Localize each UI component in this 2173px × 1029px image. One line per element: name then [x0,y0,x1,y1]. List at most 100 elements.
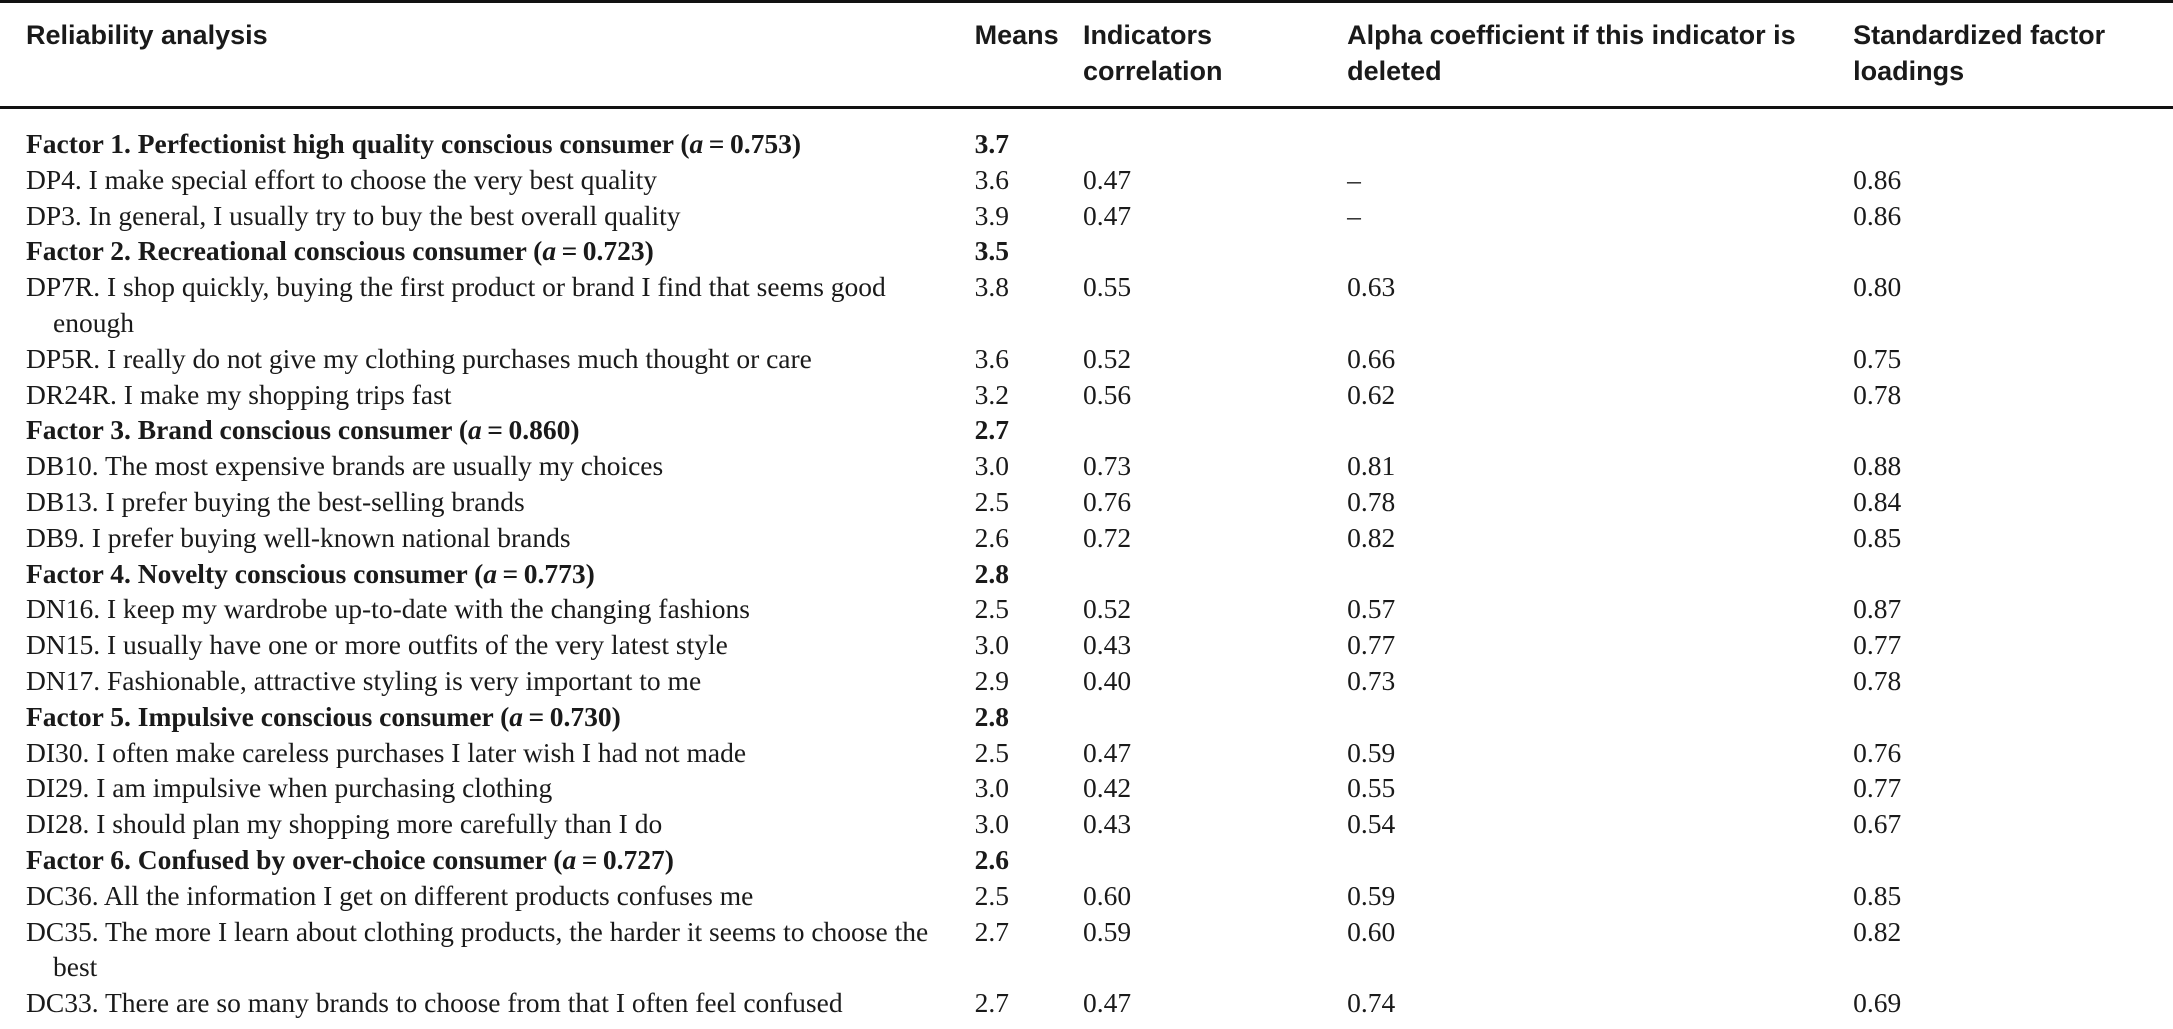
item-mean: 3.9 [974,199,1010,231]
item-label: DB10. The most expensive brands are usua… [0,448,975,484]
item-label: DP4. I make special effort to choose the… [0,162,975,198]
item-loading: 0.86 [1853,163,1902,195]
item-loading: 0.85 [1853,879,1902,911]
table-header-rule [0,106,2173,109]
item-correlation: 0.42 [1082,772,1132,804]
alpha-symbol: a [468,414,482,446]
item-text: DP7R. I shop quickly, buying the first p… [26,271,886,338]
factor-label: Factor 4. Novelty conscious consumer (a … [0,556,975,592]
empty-cell [1347,699,1853,735]
factor-alpha-value: = 0.723) [556,235,654,267]
empty-cell [1083,842,1347,878]
item-label: DI30. I often make careless purchases I … [0,735,975,771]
item-loading: 0.87 [1853,593,1902,625]
item-row: DC36. All the information I get on diffe… [0,878,2173,914]
item-text: DI29. I am impulsive when purchasing clo… [26,772,553,804]
item-loading: 0.85 [1853,521,1902,553]
item-alpha-if-deleted: 0.60 [1347,915,1396,947]
item-mean: 3.6 [974,342,1010,374]
header-means: Means [974,20,1059,50]
item-text: DN16. I keep my wardrobe up-to-date with… [26,593,750,625]
factor-row: Factor 6. Confused by over-choice consum… [0,842,2173,878]
item-alpha-if-deleted: 0.55 [1347,772,1396,804]
factor-mean: 2.7 [974,414,1010,446]
item-label: DN17. Fashionable, attractive styling is… [0,663,975,699]
item-row: DN15. I usually have one or more outfits… [0,627,2173,663]
item-loading: 0.77 [1853,629,1902,661]
item-mean: 2.7 [974,915,1010,947]
item-alpha-if-deleted: 0.66 [1347,342,1396,374]
item-label: DC36. All the information I get on diffe… [0,878,975,914]
item-mean: 2.9 [974,664,1010,696]
item-mean: 2.5 [974,485,1010,517]
item-label: DB13. I prefer buying the best-selling b… [0,484,975,520]
item-row: DP7R. I shop quickly, buying the first p… [0,269,2173,341]
item-label: DP3. In general, I usually try to buy th… [0,198,975,234]
item-alpha-if-deleted: – [1347,163,1361,195]
item-loading: 0.78 [1853,664,1902,696]
item-loading: 0.88 [1853,450,1902,482]
empty-cell [1347,412,1853,448]
item-text: DC36. All the information I get on diffe… [26,879,754,911]
empty-cell [1853,842,2173,878]
factor-label: Factor 1. Perfectionist high quality con… [0,106,975,162]
item-label: DC35. The more I learn about clothing pr… [0,914,975,986]
empty-cell [1347,106,1853,162]
item-row: DC33. There are so many brands to choose… [0,985,2173,1021]
factor-title: Factor 2. Recreational conscious consume… [26,235,543,267]
item-alpha-if-deleted: 0.54 [1347,808,1396,840]
item-row: DR24R. I make my shopping trips fast 3.2 0… [0,377,2173,413]
item-correlation: 0.55 [1082,271,1132,303]
factor-title: Factor 5. Impulsive conscious consumer ( [26,700,510,732]
factor-title: Factor 4. Novelty conscious consumer ( [26,557,484,589]
item-alpha-if-deleted: 0.77 [1347,629,1396,661]
item-label: DN15. I usually have one or more outfits… [0,627,975,663]
table-header: Reliability analysis Means Indicators co… [0,0,2173,106]
item-correlation: 0.72 [1082,521,1132,553]
item-mean: 2.5 [974,593,1010,625]
item-text: DP3. In general, I usually try to buy th… [26,199,681,231]
factor-mean: 2.8 [974,700,1010,732]
factor-mean: 3.5 [974,235,1010,267]
item-label: DB9. I prefer buying well-known national… [0,520,975,556]
empty-cell [1083,556,1347,592]
item-row: DN16. I keep my wardrobe up-to-date with… [0,591,2173,627]
empty-cell [1347,842,1853,878]
item-mean: 2.5 [974,879,1010,911]
item-text: DN17. Fashionable, attractive styling is… [26,664,702,696]
item-loading: 0.84 [1853,485,1902,517]
item-row: DP5R. I really do not give my clothing p… [0,341,2173,377]
item-mean: 3.6 [974,163,1010,195]
factor-mean: 3.7 [974,128,1010,159]
item-alpha-if-deleted: 0.59 [1347,879,1396,911]
factor-row: Factor 2. Recreational conscious consume… [0,233,2173,269]
empty-cell [1347,556,1853,592]
item-loading: 0.67 [1853,808,1902,840]
item-text: DP4. I make special effort to choose the… [26,163,658,195]
item-correlation: 0.47 [1082,736,1132,768]
item-label: DP7R. I shop quickly, buying the first p… [0,269,975,341]
item-correlation: 0.59 [1082,915,1132,947]
item-correlation: 0.47 [1082,987,1132,1019]
item-correlation: 0.43 [1082,629,1132,661]
item-row: DI28. I should plan my shopping more car… [0,806,2173,842]
item-alpha-if-deleted: 0.82 [1347,521,1396,553]
item-text: DI30. I often make careless purchases I … [26,736,747,768]
factor-alpha-value: = 0.860) [481,414,580,446]
item-text: DP5R. I really do not give my clothing p… [26,342,812,374]
factor-row: Factor 4. Novelty conscious consumer (a … [0,556,2173,592]
item-alpha-if-deleted: 0.62 [1347,378,1396,410]
item-label: DR24R. I make my shopping trips fast [0,377,975,413]
item-correlation: 0.52 [1082,593,1132,625]
item-alpha-if-deleted: 0.78 [1347,485,1396,517]
item-correlation: 0.60 [1082,879,1132,911]
factor-alpha-value: = 0.727) [576,843,674,875]
empty-cell [1083,412,1347,448]
empty-cell [1347,233,1853,269]
item-loading: 0.80 [1853,271,1902,303]
alpha-symbol: a [562,843,577,875]
item-mean: 2.7 [974,987,1010,1019]
item-alpha-if-deleted: 0.81 [1347,450,1396,482]
item-correlation: 0.76 [1082,485,1132,517]
